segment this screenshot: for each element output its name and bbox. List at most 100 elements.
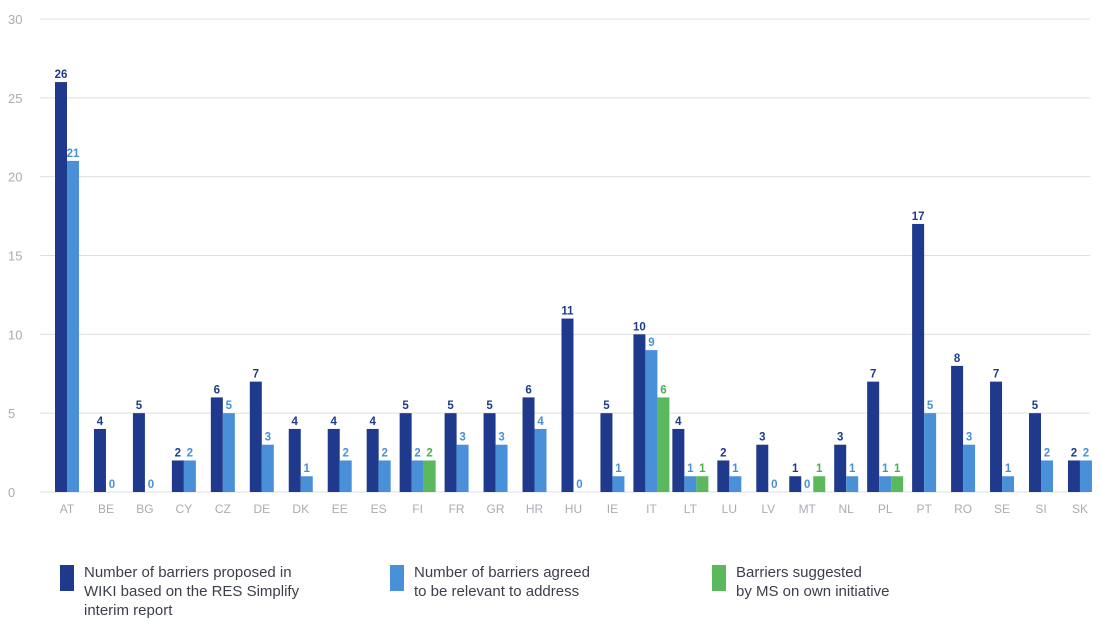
bar-agreed-LT <box>684 476 697 492</box>
value-label-agreed-GR: 3 <box>498 432 504 444</box>
bar-agreed-DE <box>261 444 274 492</box>
value-label-agreed-LT: 1 <box>687 463 694 475</box>
value-label-proposed-LU: 2 <box>720 447 726 459</box>
x-category-label: SE <box>994 502 1010 516</box>
value-label-proposed-GR: 5 <box>486 400 493 412</box>
bar-proposed-SK <box>1067 460 1080 492</box>
value-label-proposed-CY: 2 <box>175 447 181 459</box>
bar-proposed-MT <box>789 476 802 492</box>
value-label-suggested-IT: 6 <box>660 384 666 396</box>
value-label-agreed-MT: 0 <box>804 479 810 491</box>
value-label-agreed-RO: 3 <box>966 432 972 444</box>
x-category-label: LV <box>761 502 775 516</box>
bar-proposed-LU <box>717 460 730 492</box>
bar-proposed-SE <box>990 381 1003 492</box>
value-label-proposed-BE: 4 <box>97 416 104 428</box>
bar-suggested-FI <box>423 460 436 492</box>
x-category-label: FI <box>412 502 423 516</box>
bar-proposed-LT <box>672 428 685 492</box>
x-category-label: DK <box>292 502 309 516</box>
bar-suggested-LT <box>696 476 709 492</box>
value-label-agreed-BE: 0 <box>109 479 115 491</box>
value-label-proposed-IE: 5 <box>603 400 610 412</box>
bars <box>55 82 1092 493</box>
bar-agreed-FI <box>411 460 424 492</box>
value-label-agreed-CZ: 5 <box>226 400 233 412</box>
value-label-proposed-FI: 5 <box>402 400 409 412</box>
value-label-agreed-BG: 0 <box>148 479 154 491</box>
x-category-label: IE <box>607 502 618 516</box>
value-label-agreed-DK: 1 <box>304 463 311 475</box>
y-tick-label: 30 <box>8 12 22 27</box>
value-label-agreed-SE: 1 <box>1005 463 1012 475</box>
legend-label-proposed: Number of barriers proposed in WIKI base… <box>84 564 300 619</box>
value-label-agreed-AT: 21 <box>67 148 80 160</box>
value-label-suggested-PL: 1 <box>894 463 901 475</box>
bar-agreed-NL <box>846 476 859 492</box>
x-category-label: BE <box>98 502 114 516</box>
bar-agreed-SE <box>1002 476 1015 492</box>
bar-proposed-GR <box>483 413 496 492</box>
bar-proposed-DE <box>249 381 262 492</box>
bar-agreed-CY <box>183 460 196 492</box>
value-label-suggested-MT: 1 <box>816 463 823 475</box>
legend-swatch-proposed <box>60 565 74 591</box>
value-label-agreed-IT: 9 <box>648 337 654 349</box>
bar-proposed-EE <box>327 428 340 492</box>
bar-agreed-AT <box>67 160 79 492</box>
bar-agreed-PL <box>879 476 892 492</box>
x-category-label: HR <box>526 502 544 516</box>
bar-proposed-IE <box>600 413 613 492</box>
bar-agreed-IE <box>612 476 625 492</box>
bar-agreed-SK <box>1079 460 1092 492</box>
y-tick-label: 20 <box>8 170 22 185</box>
bar-proposed-BE <box>93 428 106 492</box>
x-category-label: IT <box>646 502 657 516</box>
x-category-label: CY <box>176 502 193 516</box>
legend-swatch-agreed <box>390 565 404 591</box>
bar-agreed-ES <box>378 460 391 492</box>
value-label-proposed-PL: 7 <box>870 369 876 381</box>
bar-proposed-HU <box>561 318 574 492</box>
bar-agreed-IT <box>645 350 658 492</box>
value-label-suggested-LT: 1 <box>699 463 706 475</box>
bar-proposed-IT <box>633 334 646 492</box>
x-category-label: LU <box>722 502 737 516</box>
value-label-proposed-HU: 11 <box>561 306 574 318</box>
y-tick-label: 15 <box>8 249 22 264</box>
value-label-agreed-SI: 2 <box>1044 447 1050 459</box>
legend-swatch-suggested <box>712 565 726 591</box>
x-category-label: BG <box>136 502 153 516</box>
value-label-proposed-ES: 4 <box>369 416 376 428</box>
value-label-agreed-HU: 0 <box>576 479 582 491</box>
bar-agreed-RO <box>963 444 976 492</box>
bar-proposed-FR <box>444 413 457 492</box>
y-axis-ticks: 0 5 10 15 20 25 30 <box>8 12 22 500</box>
value-label-proposed-DE: 7 <box>253 369 259 381</box>
value-label-proposed-EE: 4 <box>331 416 338 428</box>
bar-suggested-MT <box>813 476 826 492</box>
value-label-proposed-MT: 1 <box>792 463 799 475</box>
bar-proposed-PT <box>912 223 925 492</box>
x-category-label: PL <box>878 502 893 516</box>
x-category-label: AT <box>60 502 75 516</box>
y-tick-label: 10 <box>8 327 22 342</box>
x-category-label: RO <box>954 502 972 516</box>
x-category-label: LT <box>684 502 698 516</box>
bar-suggested-IT <box>657 397 670 492</box>
value-label-proposed-FR: 5 <box>447 400 454 412</box>
legend-label-suggested: Barriers suggested by MS on own initiati… <box>736 564 890 600</box>
value-label-proposed-RO: 8 <box>954 353 961 365</box>
x-category-label: DE <box>253 502 270 516</box>
y-tick-label: 25 <box>8 91 22 106</box>
value-label-suggested-FI: 2 <box>426 447 432 459</box>
legend: Number of barriers proposed in WIKI base… <box>0 563 1103 623</box>
value-label-proposed-PT: 17 <box>912 211 925 223</box>
value-label-agreed-SK: 2 <box>1083 447 1089 459</box>
bar-proposed-AT <box>55 82 67 493</box>
bar-agreed-FR <box>456 444 469 492</box>
bar-agreed-PT <box>924 413 937 492</box>
y-tick-label: 0 <box>8 485 15 500</box>
